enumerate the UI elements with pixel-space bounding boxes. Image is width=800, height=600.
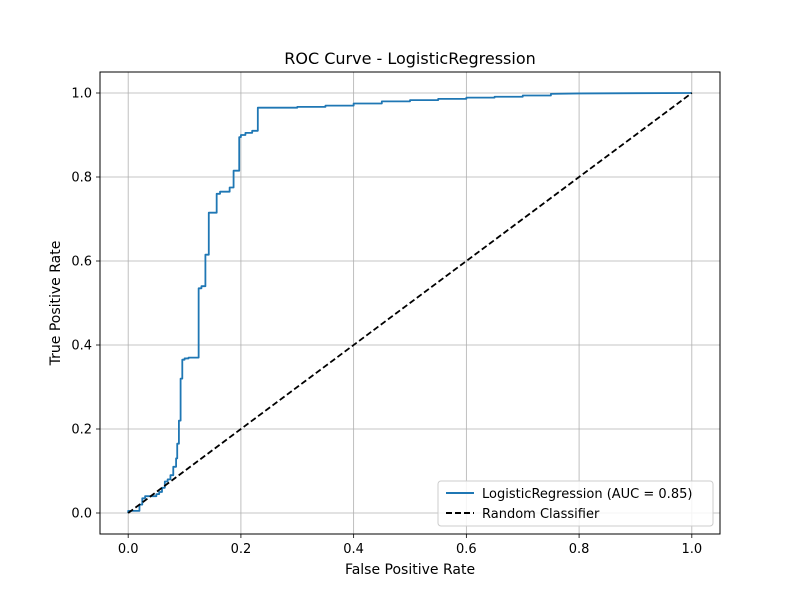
y-axis-label: True Positive Rate: [48, 241, 64, 367]
random-classifier-line: [127, 92, 693, 514]
y-tick-label: 1.0: [71, 87, 92, 102]
y-tick-label: 0.6: [71, 255, 92, 270]
ticks: 0.0 0.2 0.4 0.6 0.8 1.0 0.0 0.2 0.4 0.6 0.8 1.0: [71, 87, 702, 558]
x-tick-label: 0.4: [343, 542, 364, 557]
x-tick-label: 0.0: [118, 542, 139, 557]
x-tick-label: 1.0: [681, 542, 702, 557]
chart-title: ROC Curve - LogisticRegression: [284, 49, 536, 68]
legend-label-random: Random Classifier: [482, 507, 600, 522]
legend: LogisticRegression (AUC = 0.85) Random C…: [437, 480, 714, 527]
x-axis-label: False Positive Rate: [345, 562, 475, 578]
legend-box: [437, 480, 714, 527]
grid: [100, 72, 720, 534]
y-tick-label: 0.0: [71, 507, 92, 522]
x-tick-label: 0.2: [231, 542, 252, 557]
legend-label-logistic: LogisticRegression (AUC = 0.85): [482, 487, 692, 502]
y-tick-label: 0.8: [71, 171, 92, 186]
x-tick-label: 0.6: [456, 542, 477, 557]
x-tick-label: 0.8: [569, 542, 590, 557]
series-layer: [127, 92, 693, 514]
y-tick-label: 0.4: [71, 339, 92, 354]
y-tick-label: 0.2: [71, 423, 92, 438]
axes-frame: [99, 71, 721, 535]
